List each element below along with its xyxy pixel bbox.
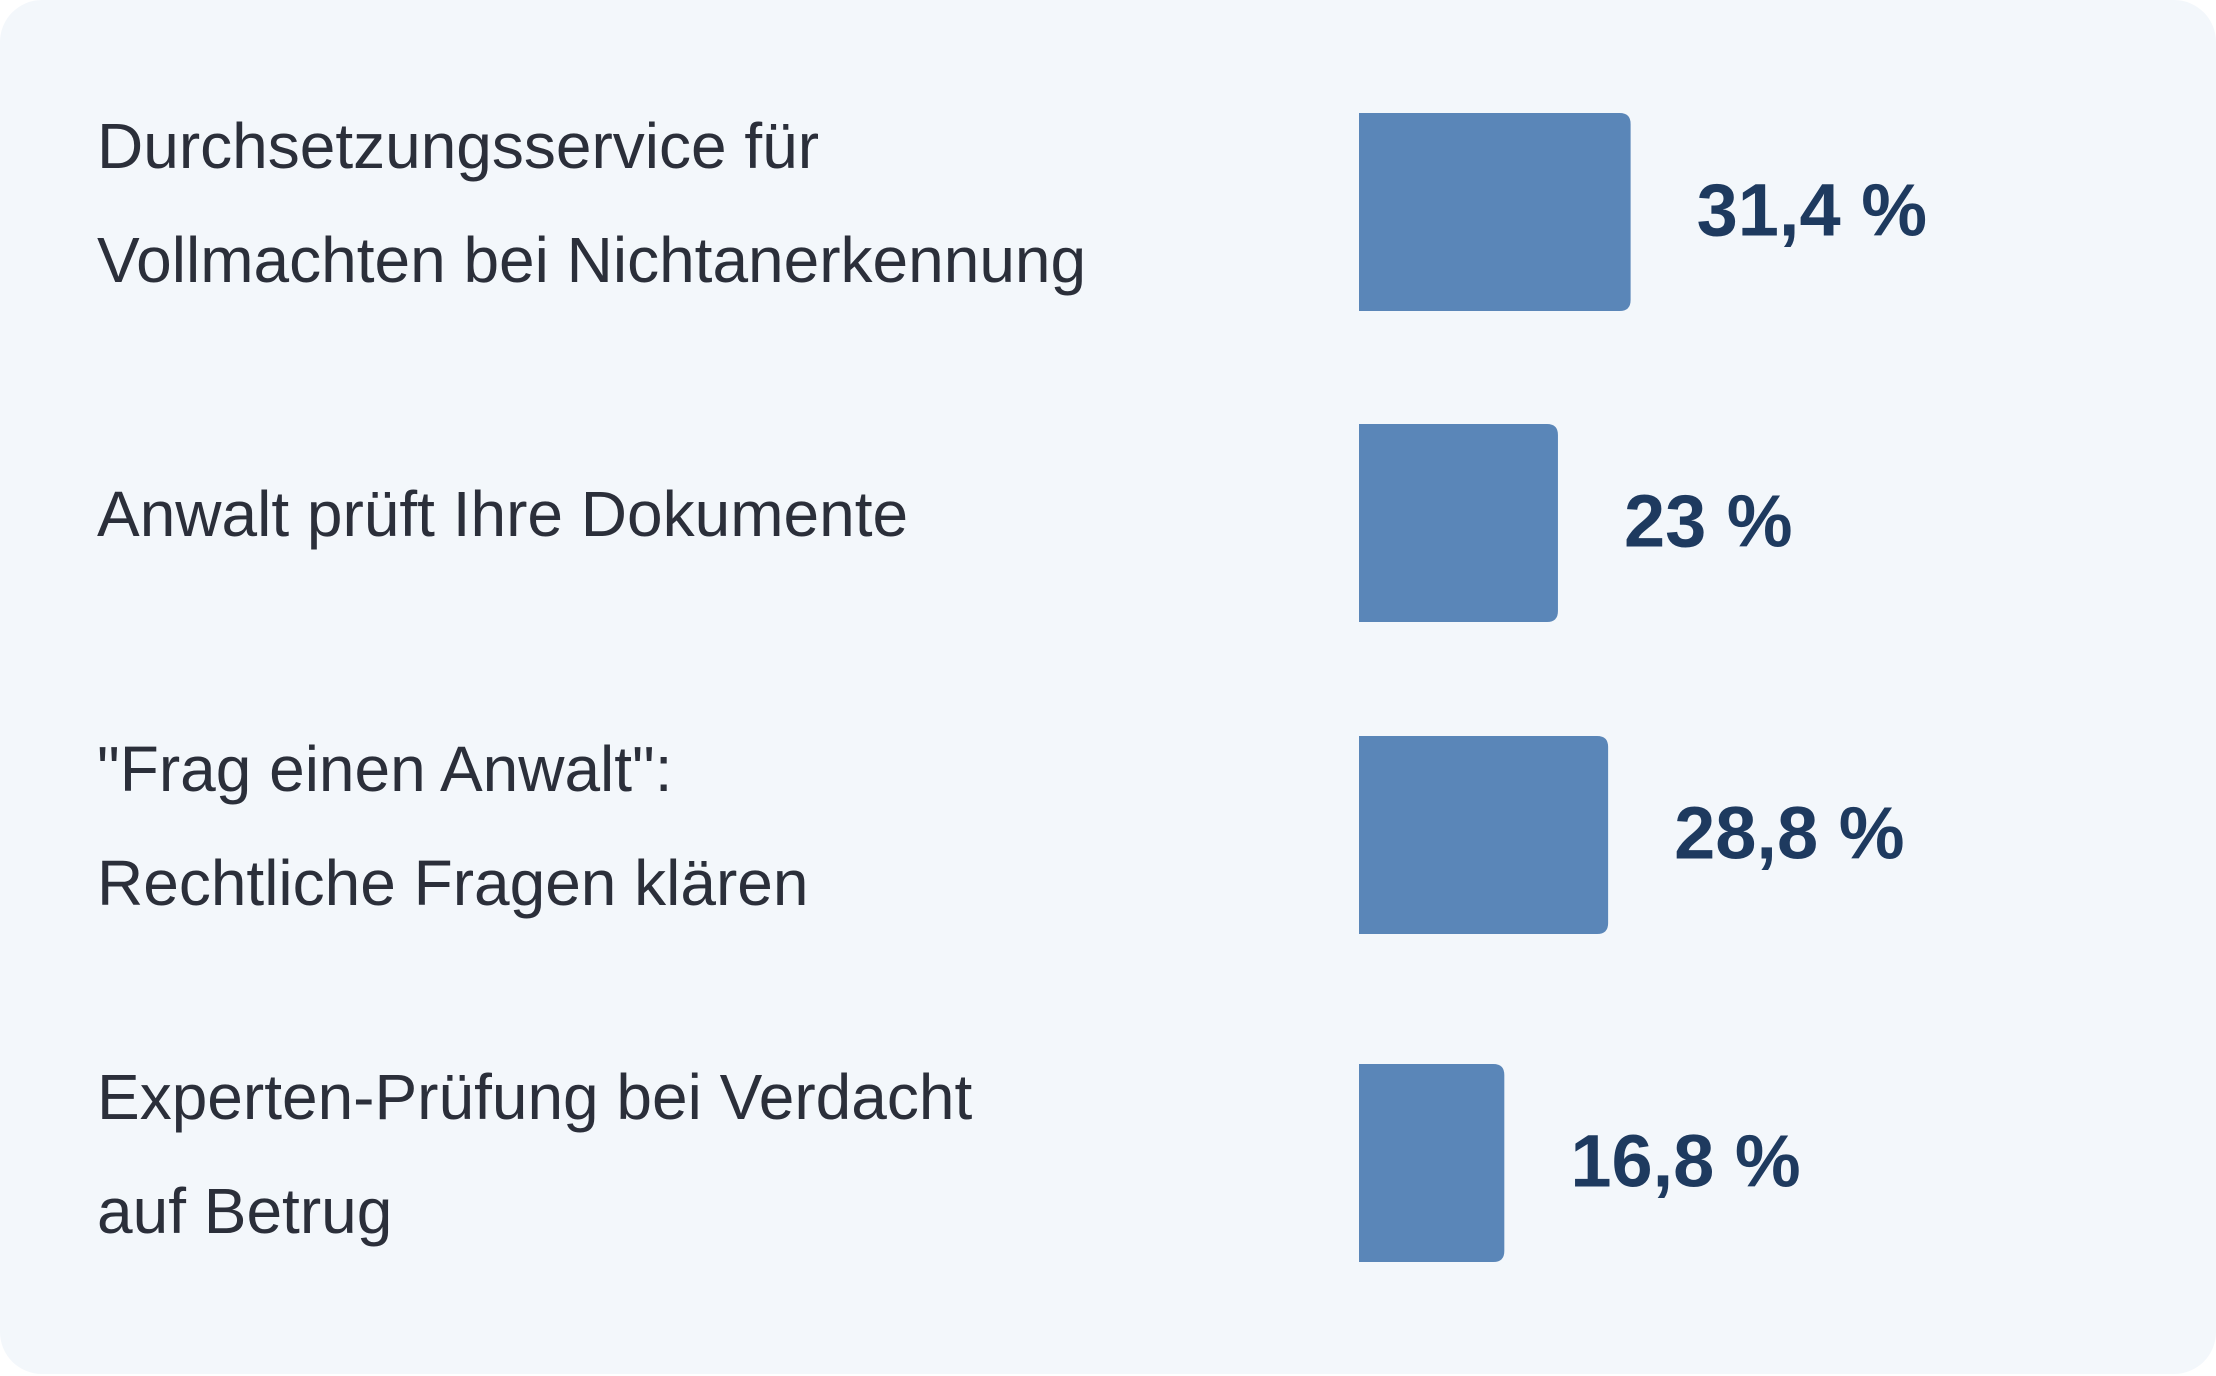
- bar: [1359, 113, 1631, 311]
- value-label: 28,8 %: [1674, 792, 1904, 875]
- category-label: Vollmachten bei Nichtanerkennung: [97, 224, 1086, 296]
- bar: [1359, 424, 1558, 622]
- category-label: Rechtliche Fragen klären: [97, 847, 808, 919]
- value-label: 23 %: [1624, 480, 1793, 563]
- category-label: auf Betrug: [97, 1175, 392, 1247]
- category-label: "Frag einen Anwalt":: [97, 733, 673, 805]
- bar: [1359, 736, 1609, 934]
- value-label: 16,8 %: [1570, 1120, 1800, 1203]
- category-label: Anwalt prüft Ihre Dokumente: [97, 478, 908, 550]
- value-label: 31,4 %: [1697, 169, 1927, 252]
- bar: [1359, 1064, 1505, 1262]
- category-label: Durchsetzungsservice für: [97, 110, 819, 182]
- category-label: Experten-Prüfung bei Verdacht: [97, 1061, 972, 1133]
